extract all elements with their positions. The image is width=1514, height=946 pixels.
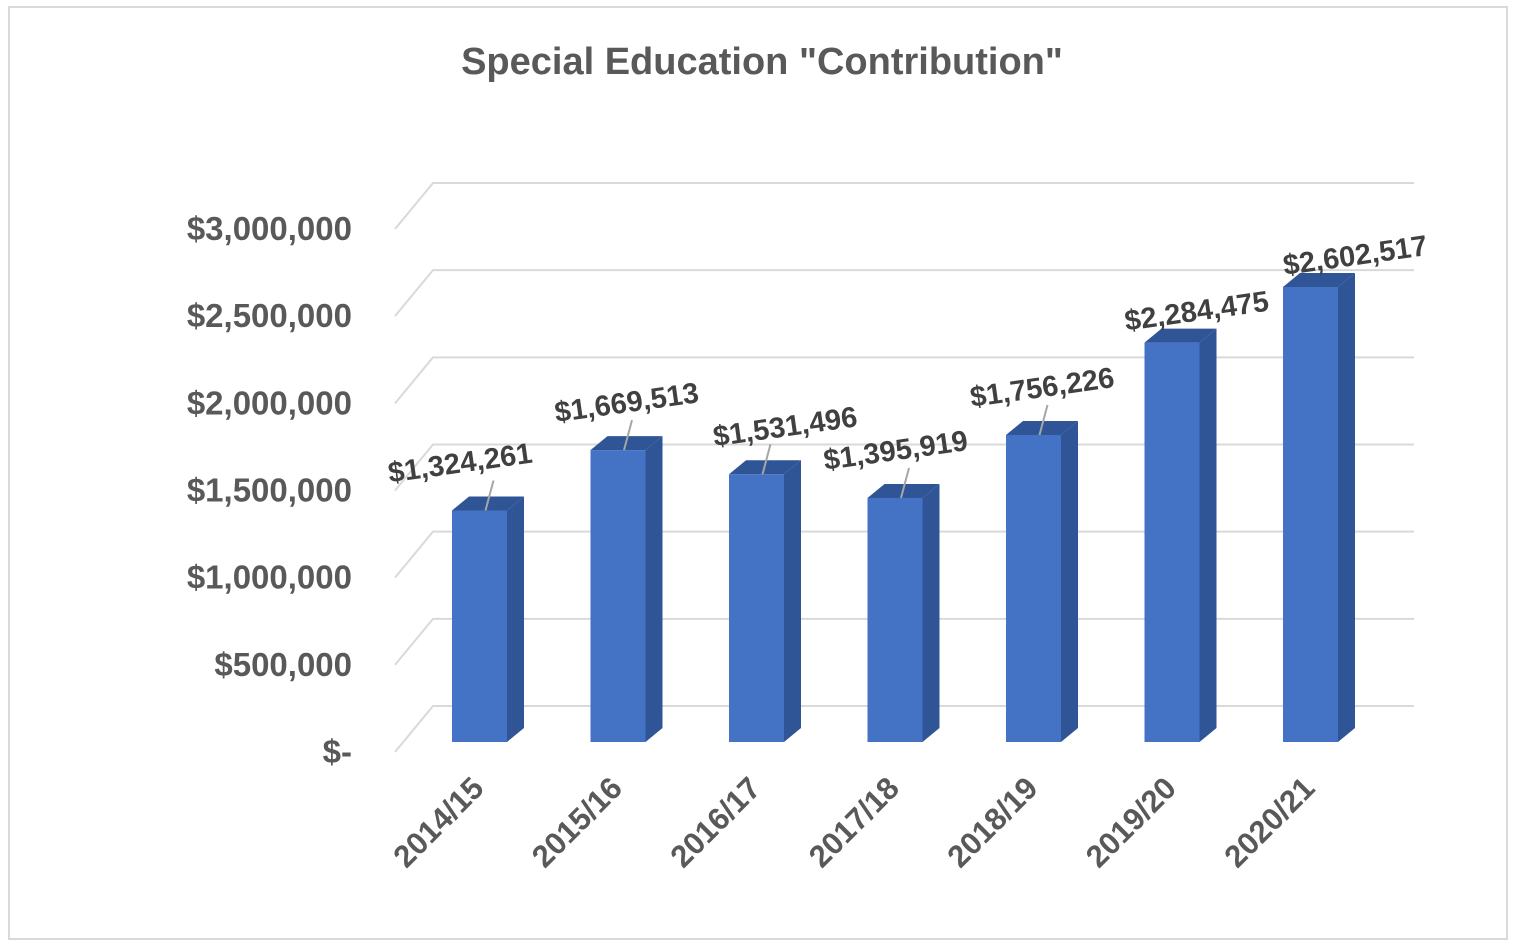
y-tick-label: $2,000,000 bbox=[187, 384, 352, 421]
bar bbox=[1006, 420, 1078, 742]
y-tick-label: $1,000,000 bbox=[187, 559, 352, 596]
y-tick-label: $500,000 bbox=[214, 646, 352, 683]
gridline bbox=[394, 443, 1414, 492]
chart-title: Special Education "Contribution" bbox=[461, 41, 1063, 83]
data-label: $1,756,226 bbox=[968, 362, 1116, 414]
leader-line bbox=[1038, 404, 1049, 436]
x-tick-label: 2019/20 bbox=[1079, 770, 1183, 874]
gridlines bbox=[394, 182, 1414, 753]
data-label: $2,602,517 bbox=[1281, 230, 1429, 282]
x-tick-label: 2020/21 bbox=[1217, 770, 1321, 874]
bar-side bbox=[922, 483, 940, 742]
x-tick-label: 2015/16 bbox=[525, 770, 629, 874]
bar bbox=[867, 483, 940, 742]
bar-side bbox=[507, 496, 524, 742]
bar bbox=[729, 460, 801, 742]
y-tick-label: $3,000,000 bbox=[187, 210, 352, 247]
bar-side bbox=[1338, 273, 1355, 742]
gridline bbox=[394, 182, 1414, 230]
bar-top bbox=[1144, 328, 1217, 343]
x-tick-label: 2017/18 bbox=[802, 770, 906, 874]
leader-line bbox=[761, 443, 772, 475]
y-tick-label: $- bbox=[323, 733, 352, 770]
bar-front bbox=[452, 510, 507, 742]
bar-front bbox=[1283, 287, 1338, 742]
bar-front bbox=[1006, 434, 1061, 742]
bar-front bbox=[867, 497, 923, 742]
y-axis-tick-labels: $- $500,000 $1,000,000 $1,500,000 $2,000,000… bbox=[187, 210, 352, 770]
x-axis-tick-labels: 2014/15 2015/16 2016/17 2017/18 2018/19 2019/… bbox=[386, 770, 1321, 874]
bar bbox=[452, 496, 524, 742]
leader-line bbox=[484, 480, 495, 511]
bar bbox=[1283, 273, 1355, 742]
gridline bbox=[394, 530, 1414, 579]
x-tick-label: 2018/19 bbox=[940, 770, 1044, 874]
bars bbox=[452, 273, 1355, 742]
bar-front bbox=[590, 450, 646, 742]
y-tick-label: $2,500,000 bbox=[187, 297, 352, 334]
y-tick-label: $1,500,000 bbox=[187, 472, 352, 509]
gridline bbox=[394, 356, 1414, 404]
bar-side bbox=[1199, 328, 1217, 742]
bar-front bbox=[1144, 342, 1200, 742]
bar-side bbox=[645, 436, 663, 742]
bar bbox=[590, 436, 663, 742]
gridline bbox=[394, 705, 1414, 753]
leader-line bbox=[623, 419, 633, 451]
bar-top bbox=[1283, 273, 1355, 287]
x-tick-label: 2014/15 bbox=[386, 770, 490, 874]
bar bbox=[1144, 328, 1217, 742]
leader-lines bbox=[484, 404, 1049, 511]
bar-side bbox=[784, 460, 801, 742]
gridline bbox=[394, 617, 1414, 666]
leader-line bbox=[900, 467, 910, 499]
bar-front bbox=[729, 474, 784, 742]
data-label: $1,669,513 bbox=[553, 377, 701, 429]
x-tick-label: 2016/17 bbox=[663, 770, 767, 874]
bar-side bbox=[1061, 420, 1078, 742]
gridline bbox=[394, 269, 1414, 317]
data-labels: $1,324,261$1,669,513 $1,531,496$1,395,919… bbox=[386, 230, 1429, 489]
